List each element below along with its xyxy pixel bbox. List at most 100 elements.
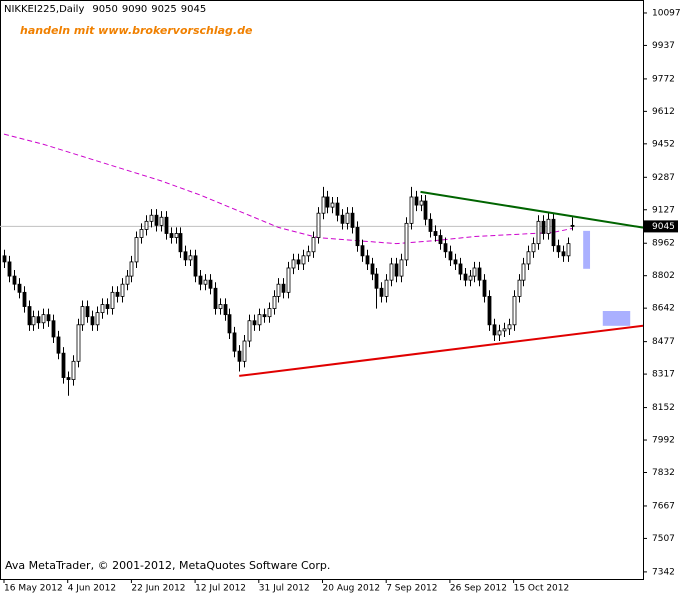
plot-frame: [0, 0, 644, 580]
candle-body: [570, 224, 575, 227]
y-tick-label: 7507: [652, 534, 675, 544]
candle-body: [463, 273, 468, 281]
y-tick-label: 7342: [652, 567, 675, 577]
candle-body: [492, 324, 497, 336]
candle-body: [22, 291, 27, 307]
candle-body: [526, 251, 531, 265]
candle-body: [31, 316, 36, 326]
target-box: [602, 310, 631, 326]
y-tick-label: 7832: [652, 468, 675, 478]
y-tick-label: 9452: [652, 139, 675, 149]
candle-body: [36, 316, 41, 324]
candle-body: [311, 237, 316, 253]
candle-body: [301, 255, 306, 265]
candle-body: [27, 306, 32, 326]
candle-body: [129, 261, 134, 277]
header-value: 9045: [181, 4, 206, 15]
watermark: handeln mit www.brokervorschlag.de: [20, 24, 253, 37]
y-tick-label: 8317: [652, 370, 675, 380]
candle-body: [384, 279, 389, 297]
candle-body: [56, 336, 61, 354]
y-tick-label: 8152: [652, 403, 675, 413]
candle-body: [242, 340, 247, 362]
y-tick-label: 8962: [652, 239, 675, 249]
candle-body: [443, 243, 448, 253]
candle-body: [477, 267, 482, 281]
candle-body: [198, 275, 203, 285]
candle-body: [218, 304, 223, 309]
candle-body: [139, 229, 144, 238]
candle-body: [120, 283, 125, 297]
candle-body: [316, 212, 321, 238]
y-tick-label: 7992: [652, 436, 675, 446]
y-tick-label: 10097: [652, 8, 681, 18]
candle-body: [154, 214, 159, 226]
candle-body: [100, 304, 105, 314]
y-tick-label: 8642: [652, 304, 675, 314]
candle-body: [76, 324, 81, 362]
trendline: [420, 190, 644, 229]
candle-body: [291, 259, 296, 269]
candle-body: [134, 237, 139, 263]
candle-body: [178, 233, 183, 253]
candle-body: [208, 279, 213, 289]
candle-body: [497, 330, 502, 336]
candle-body: [164, 216, 169, 234]
candle-body: [448, 251, 453, 261]
x-tick-label: 26 Sep 2012: [450, 584, 507, 594]
candle-body: [507, 324, 512, 330]
candle-body: [541, 220, 546, 234]
candle-body: [433, 231, 438, 236]
candle-body: [561, 251, 566, 257]
candle-body: [365, 255, 370, 265]
candle-body: [105, 304, 110, 309]
candle-body: [468, 275, 473, 281]
candle-body: [174, 233, 179, 238]
candle-body: [2, 255, 7, 263]
candle-body: [566, 243, 571, 257]
candle-body: [389, 263, 394, 281]
y-tick-label: 8802: [652, 271, 675, 281]
candle-body: [169, 233, 174, 238]
candle-body: [360, 245, 365, 257]
candle-body: [213, 287, 218, 309]
candle-body: [409, 196, 414, 224]
candle-body: [90, 316, 95, 326]
candle-body: [438, 235, 443, 245]
candle-body: [536, 220, 541, 245]
candle-body: [85, 306, 90, 318]
candle-body: [193, 255, 198, 277]
y-tick-label: 7667: [652, 501, 675, 511]
candle-body: [61, 352, 66, 378]
candle-body: [472, 267, 477, 277]
candle-body: [257, 314, 262, 326]
candle-body: [404, 222, 409, 261]
candle-body: [306, 251, 311, 257]
symbol: NIKKEI225,Daily: [4, 4, 84, 15]
candle-body: [350, 212, 355, 228]
candle-body: [159, 216, 164, 226]
candle-body: [521, 263, 526, 281]
candle-body: [330, 202, 335, 208]
candle-body: [272, 295, 277, 309]
x-tick-label: 4 Jun 2012: [68, 584, 116, 594]
x-tick-label: 7 Sep 2012: [386, 584, 437, 594]
header-value: 9090: [122, 4, 147, 15]
header-value: 9050: [92, 4, 117, 15]
chart-header: NIKKEI225,Daily 9050 9090 9025 9045: [4, 4, 206, 15]
candle-body: [17, 283, 22, 293]
candle-body: [531, 243, 536, 253]
candle-body: [188, 255, 193, 261]
candle-body: [517, 279, 522, 297]
candle-body: [296, 259, 301, 265]
candle-body: [227, 314, 232, 334]
candle-body: [556, 245, 561, 253]
current-price-box: [644, 220, 678, 233]
candle-body: [41, 314, 46, 324]
candle-body: [321, 196, 326, 214]
candle-body: [12, 275, 17, 285]
x-tick-label: 16 May 2012: [4, 584, 63, 594]
candle-body: [286, 267, 291, 293]
candle-body: [335, 202, 340, 216]
